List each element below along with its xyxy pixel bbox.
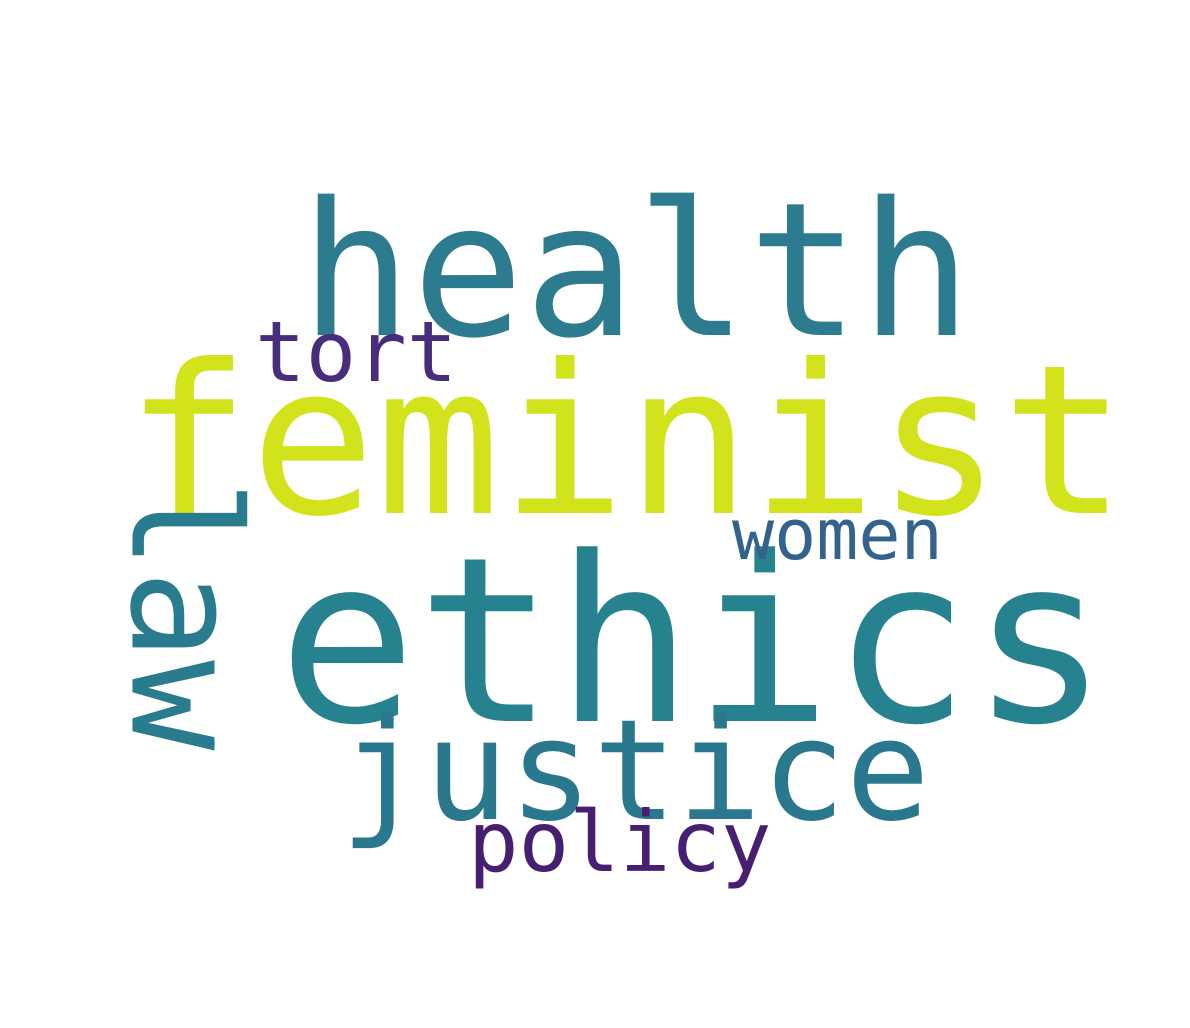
word-justice: justice <box>340 690 931 853</box>
word-ethics: ethics <box>278 509 1109 776</box>
word-tort: tort <box>255 303 458 401</box>
word-feminist: feminist <box>125 321 1127 563</box>
word-policy: policy <box>468 793 772 891</box>
word-law: law <box>96 479 271 751</box>
word-women: women <box>732 494 943 576</box>
word-health: health <box>300 162 972 379</box>
